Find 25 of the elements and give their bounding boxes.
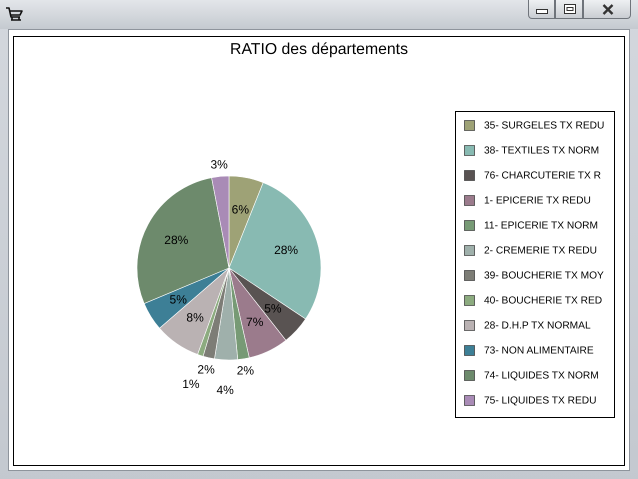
- legend-label: 40- BOUCHERIE TX RED: [484, 296, 602, 306]
- legend-label: 75- LIQUIDES TX REDU: [484, 396, 596, 406]
- data-label: 2%: [236, 364, 254, 378]
- legend-label: 28- D.H.P TX NORMAL: [484, 320, 591, 332]
- legend-label: 76- CHARCUTERIE TX R: [484, 170, 601, 182]
- data-label: 28%: [274, 243, 298, 258]
- legend-label: 38- TEXTILES TX NORM: [484, 146, 600, 156]
- legend-label: 35- SURGELES TX REDU: [484, 120, 604, 132]
- legend-label: 2- CREMERIE TX REDU: [484, 246, 598, 256]
- data-label: 28%: [164, 232, 189, 247]
- data-label: 6%: [232, 202, 250, 216]
- data-label: 7%: [246, 314, 264, 329]
- legend-label: 11- EPICERIE TX NORM: [484, 220, 598, 232]
- legend-label: 74- LIQUIDES TX NORM: [484, 370, 599, 382]
- legend-label: 73- NON ALIMENTAIRE: [484, 346, 594, 356]
- data-label: 3%: [210, 157, 228, 172]
- data-label: 1%: [182, 376, 200, 391]
- data-label: 4%: [216, 382, 234, 397]
- data-label: 8%: [186, 310, 204, 324]
- legend-label: 39- BOUCHERIE TX MOY: [484, 270, 604, 282]
- data-label: 2%: [197, 362, 216, 376]
- legend-label: 1- EPICERIE TX REDU: [484, 196, 591, 206]
- data-label: 5%: [170, 292, 188, 307]
- chart-title: RATIO des départements: [230, 41, 408, 58]
- data-label: 5%: [264, 302, 282, 316]
